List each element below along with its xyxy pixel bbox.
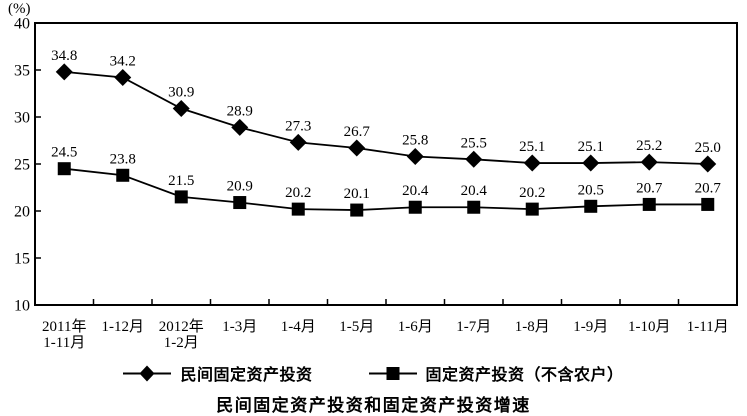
diamond-marker bbox=[699, 155, 717, 173]
x-axis-label: 1-5月 bbox=[339, 319, 374, 335]
square-marker bbox=[350, 203, 364, 217]
data-label: 23.8 bbox=[110, 151, 136, 167]
y-axis-tick-label: 10 bbox=[14, 298, 30, 315]
diamond-marker bbox=[114, 69, 132, 87]
diamond-marker bbox=[172, 100, 190, 118]
y-axis-tick-label: 40 bbox=[14, 16, 30, 33]
data-label: 25.0 bbox=[695, 140, 721, 156]
data-label: 26.7 bbox=[344, 124, 371, 140]
data-label: 28.9 bbox=[227, 103, 253, 119]
data-label: 20.2 bbox=[285, 185, 311, 201]
x-axis-label: 1-6月 bbox=[398, 319, 433, 335]
diamond-marker bbox=[465, 150, 483, 168]
y-axis-tick-label: 15 bbox=[14, 251, 30, 268]
diamond-marker bbox=[640, 153, 658, 171]
plot-border bbox=[34, 22, 738, 306]
data-label: 20.9 bbox=[227, 179, 253, 195]
square-marker bbox=[701, 197, 715, 211]
diamond-marker bbox=[55, 63, 73, 81]
legend-label-private-investment: 民间固定资产投资 bbox=[180, 367, 313, 384]
data-label: 25.5 bbox=[461, 135, 487, 151]
x-axis-label: 1-11月 bbox=[687, 319, 729, 335]
data-label: 20.4 bbox=[402, 183, 429, 199]
diamond-marker bbox=[582, 154, 600, 172]
chart-title: 民间固定资产投资和固定资产投资增速 bbox=[216, 396, 531, 415]
y-axis-tick-label: 35 bbox=[14, 63, 30, 80]
x-axis-label: 2011年 bbox=[42, 318, 86, 335]
diamond-marker bbox=[348, 139, 366, 157]
data-label: 34.2 bbox=[110, 54, 136, 70]
square-marker bbox=[233, 196, 247, 210]
data-label: 20.7 bbox=[636, 180, 663, 196]
square-marker bbox=[57, 162, 71, 176]
square-marker bbox=[467, 200, 481, 214]
data-label: 20.4 bbox=[461, 183, 488, 199]
square-series-legend-marker bbox=[368, 366, 417, 380]
data-label: 20.1 bbox=[344, 186, 370, 202]
square-marker bbox=[584, 199, 598, 213]
data-label: 25.2 bbox=[636, 138, 662, 154]
data-label: 24.5 bbox=[51, 145, 77, 161]
square-marker bbox=[525, 202, 539, 216]
square-marker bbox=[408, 200, 422, 214]
square-marker bbox=[291, 202, 305, 216]
x-axis-label: 1-8月 bbox=[515, 319, 550, 335]
diamond-marker bbox=[523, 154, 541, 172]
square-marker bbox=[174, 190, 188, 204]
data-label: 25.1 bbox=[519, 139, 545, 155]
data-label: 20.7 bbox=[695, 180, 722, 196]
data-label: 20.2 bbox=[519, 185, 545, 201]
square-marker bbox=[642, 197, 656, 211]
y-axis-tick-label: 25 bbox=[14, 157, 30, 174]
diamond-series-legend-marker bbox=[123, 365, 172, 381]
data-label: 25.8 bbox=[402, 132, 428, 148]
square-marker bbox=[116, 168, 130, 182]
data-label: 25.1 bbox=[578, 139, 604, 155]
x-axis-label: 1-11月 bbox=[43, 335, 85, 351]
data-label: 20.5 bbox=[578, 182, 604, 198]
x-axis-label: 1-9月 bbox=[573, 319, 608, 335]
diamond-marker bbox=[289, 133, 307, 151]
legend-item-private-investment: 民间固定资产投资 bbox=[123, 361, 312, 385]
diamond-marker bbox=[231, 118, 249, 136]
series-line-diamond bbox=[64, 70, 708, 165]
legend-item-fixed-investment: 固定资产投资（不含农户） bbox=[368, 361, 624, 385]
series-line-square bbox=[64, 167, 708, 211]
y-axis-tick-label: 30 bbox=[14, 110, 30, 127]
x-axis-label: 1-4月 bbox=[281, 319, 316, 335]
data-label: 30.9 bbox=[168, 85, 194, 101]
diamond-marker bbox=[406, 147, 424, 165]
legend: 民间固定资产投资 固定资产投资（不含农户） bbox=[0, 362, 747, 384]
data-label: 34.8 bbox=[51, 48, 77, 64]
y-axis-tick-label: 20 bbox=[14, 204, 30, 221]
x-axis-label: 2012年 bbox=[159, 318, 204, 335]
legend-label-fixed-investment: 固定资产投资（不含农户） bbox=[425, 367, 624, 384]
x-axis-label: 1-7月 bbox=[456, 319, 491, 335]
x-axis-label: 1-12月 bbox=[102, 319, 145, 335]
x-axis-label: 1-3月 bbox=[222, 319, 257, 335]
y-axis-unit-label: (%) bbox=[8, 1, 31, 17]
data-label: 27.3 bbox=[285, 118, 311, 134]
x-axis-label: 1-10月 bbox=[628, 319, 671, 335]
x-axis-label: 1-2月 bbox=[164, 335, 199, 351]
data-label: 21.5 bbox=[168, 173, 194, 189]
